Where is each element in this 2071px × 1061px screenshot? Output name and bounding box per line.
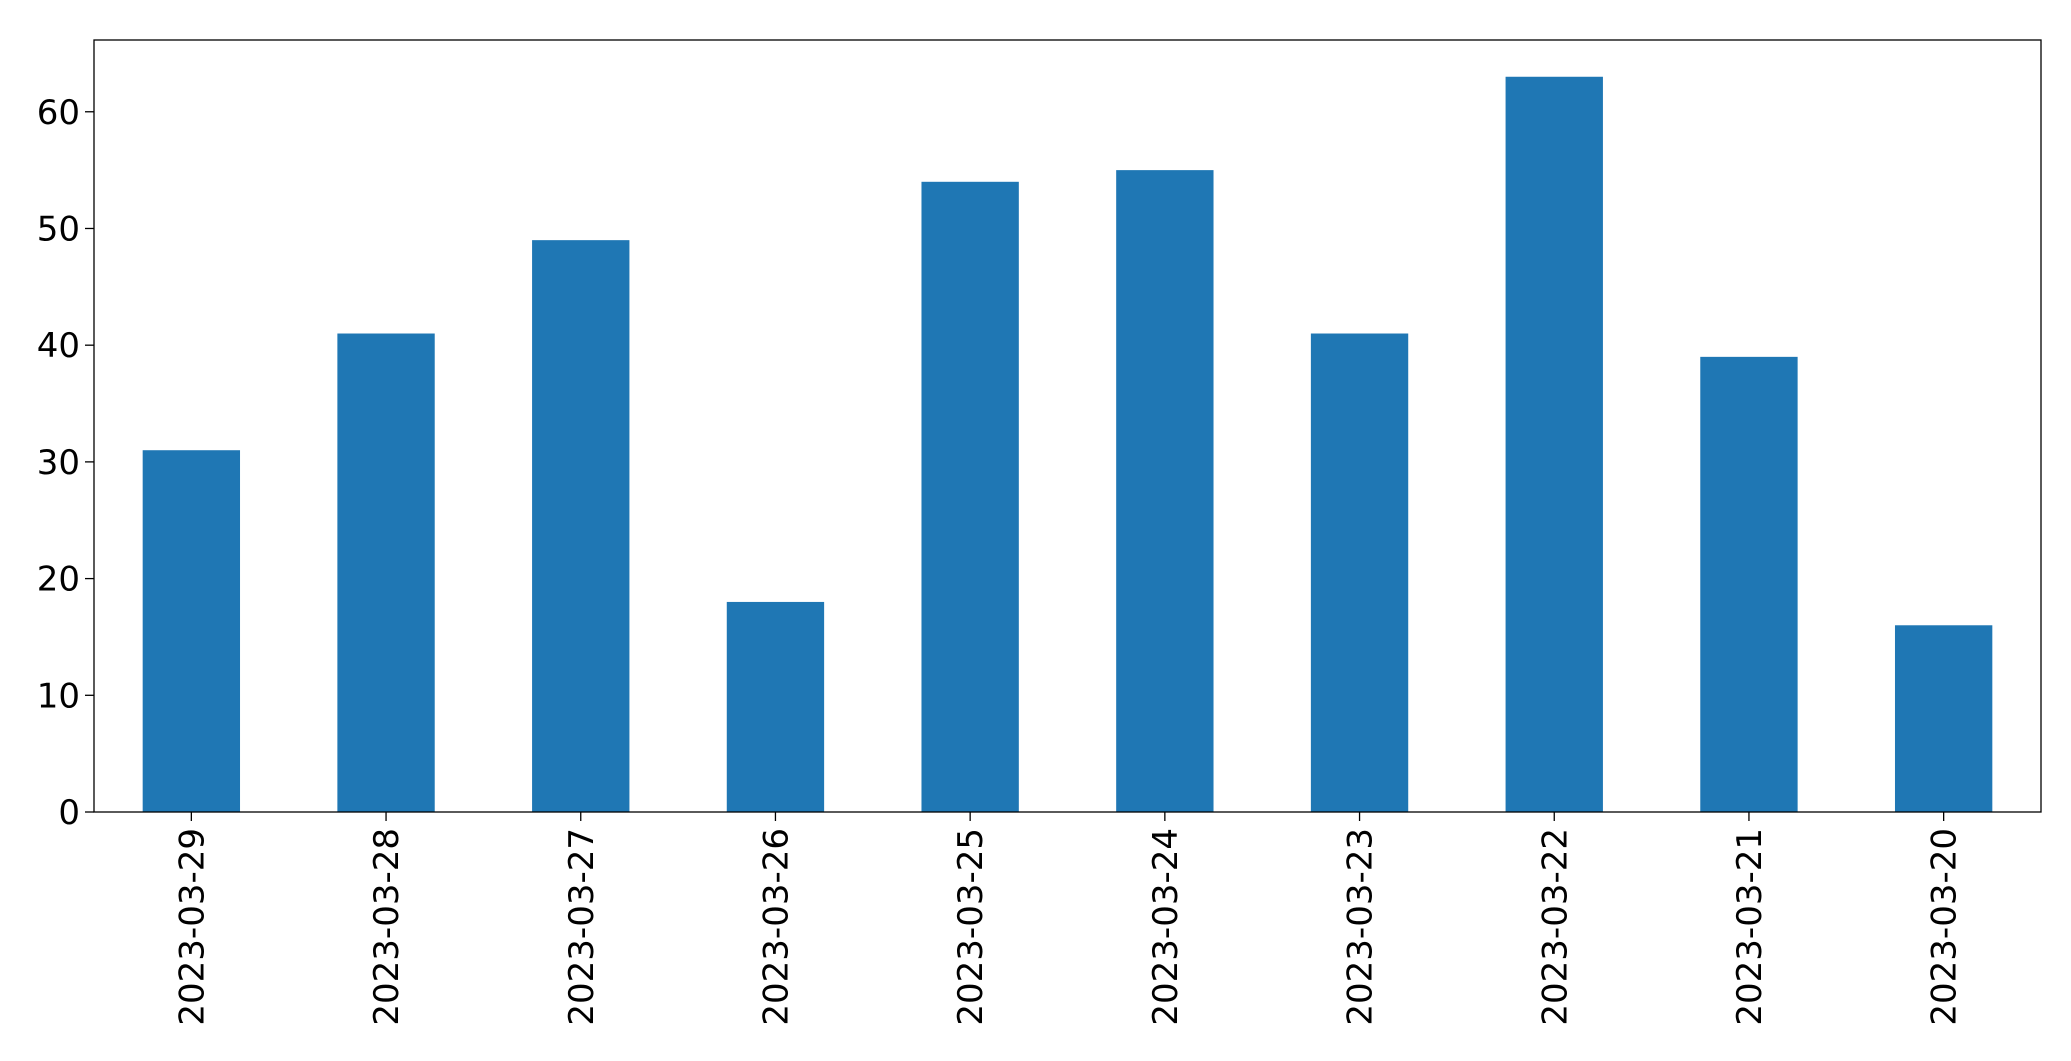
bar	[1894, 625, 1993, 812]
x-tick-label: 2023-03-25	[951, 828, 991, 1026]
bar	[921, 181, 1019, 813]
y-tick-label: 10	[37, 676, 80, 716]
x-tick-label: 2023-03-20	[1925, 828, 1965, 1026]
bar	[1700, 356, 1798, 812]
x-tick-label: 2023-03-21	[1730, 828, 1770, 1026]
bar	[337, 333, 435, 812]
plot-frame	[93, 39, 2042, 813]
x-tick-label: 2023-03-27	[562, 828, 602, 1026]
x-tick-label: 2023-03-29	[172, 828, 212, 1026]
y-tick-label: 50	[37, 209, 80, 249]
y-tick-label: 60	[37, 93, 80, 133]
x-tick-label: 2023-03-23	[1341, 828, 1381, 1026]
bar	[142, 450, 241, 812]
bar	[1116, 170, 1214, 812]
y-tick-label: 30	[37, 443, 80, 483]
x-tick-label: 2023-03-26	[756, 828, 796, 1026]
bar	[1505, 76, 1603, 812]
bar	[532, 240, 630, 813]
y-tick-label: 40	[37, 326, 80, 366]
x-tick-label: 2023-03-28	[367, 828, 407, 1026]
y-tick-label: 20	[37, 560, 80, 600]
bar	[1310, 333, 1409, 812]
bar	[726, 601, 825, 812]
y-tick-label: 0	[58, 793, 80, 833]
x-tick-label: 2023-03-24	[1146, 828, 1186, 1026]
x-tick-label: 2023-03-22	[1535, 828, 1575, 1026]
